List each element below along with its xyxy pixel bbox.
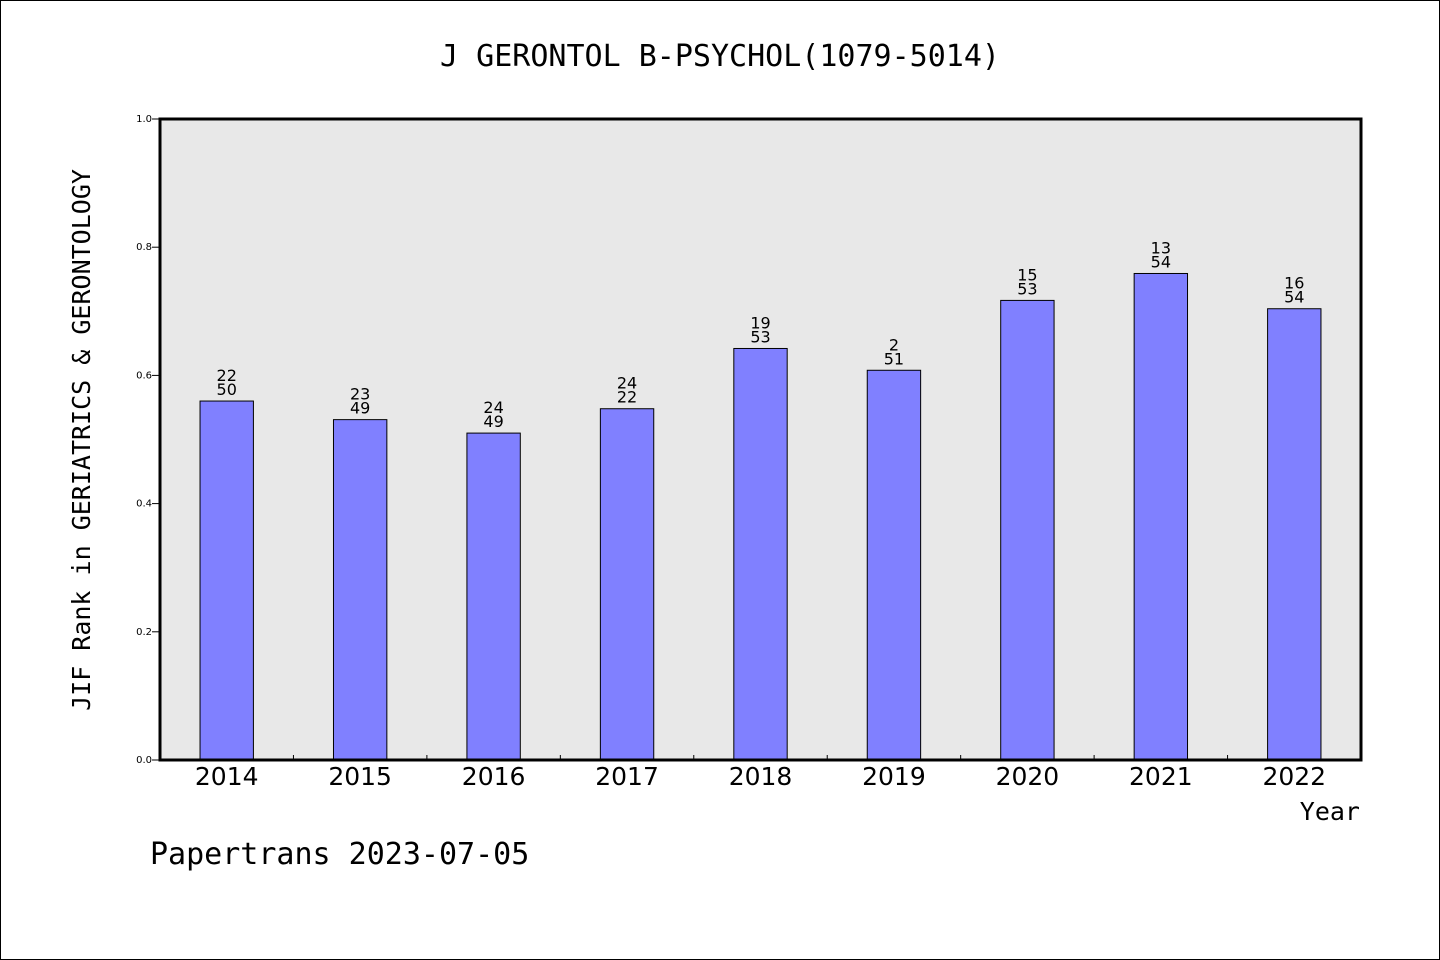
bar-2019 (866, 369, 922, 761)
plot-border (158, 117, 1363, 762)
y-axis-label: JIF Rank in GERIATRICS & GERONTOLOGY (67, 169, 96, 711)
footer-credit: Papertrans 2023-07-05 (150, 837, 529, 872)
bar-label-rank: 22 (217, 366, 237, 385)
bar-label-total: 54 (1284, 288, 1304, 307)
x-tick-label: 2015 (328, 762, 392, 791)
bar-label-rank: 24 (483, 398, 503, 417)
x-tick-label: 2022 (1262, 762, 1326, 791)
bar-label-rank: 24 (617, 374, 637, 393)
bar-2016 (466, 432, 521, 761)
y-tick-label: 0.6 (136, 370, 152, 381)
bar-label-total: 50 (217, 380, 237, 399)
bar-label-total: 49 (350, 399, 370, 418)
x-tick-label: 2021 (1129, 762, 1193, 791)
x-axis-label: Year (1300, 797, 1360, 826)
x-tick-label: 2014 (195, 762, 259, 791)
bar-label-total: 53 (1017, 279, 1037, 298)
bar-label-total: 22 (617, 388, 637, 407)
bar-label-rank: 13 (1151, 238, 1171, 257)
x-tick-label: 2018 (729, 762, 793, 791)
x-tick-label: 2016 (462, 762, 526, 791)
x-axis-ticks: 2014 2015 2016 2017 2018 2019 2020 2021 2022 (195, 755, 1326, 791)
bar-2021 (1133, 272, 1189, 761)
y-tick-label: 0.2 (136, 627, 152, 638)
chart-title: J GERONTOL B-PSYCHOL(1079-5014) (440, 39, 1000, 74)
bar-label-rank: 16 (1284, 274, 1304, 293)
y-axis-ticks: 0.0 0.2 0.4 0.6 0.8 1.0 (136, 114, 160, 766)
bar-label-total: 49 (483, 412, 503, 431)
y-tick-label: 0.8 (136, 242, 152, 253)
y-tick-label: 1.0 (136, 114, 152, 125)
bar-series (199, 272, 1322, 761)
bar-label-rank: 2 (889, 335, 899, 354)
y-tick-label: 0.0 (136, 755, 152, 766)
bar-2014 (199, 400, 254, 761)
bar-2015 (332, 419, 388, 761)
bar-2018 (733, 347, 788, 761)
bar-label-total: 51 (884, 349, 904, 368)
x-tick-label: 2020 (996, 762, 1060, 791)
bar-label-total: 53 (750, 327, 770, 346)
x-tick-label: 2017 (595, 762, 659, 791)
bar-label-total: 54 (1151, 252, 1171, 271)
x-tick-label: 2019 (862, 762, 926, 791)
bar-2022 (1267, 308, 1322, 761)
bar-label-rank: 19 (750, 313, 770, 332)
bar-label-rank: 23 (350, 385, 370, 404)
bar-label-rank: 15 (1017, 265, 1037, 284)
y-tick-label: 0.4 (136, 499, 152, 510)
bar-2020 (1000, 299, 1055, 761)
bar-2017 (599, 408, 655, 761)
